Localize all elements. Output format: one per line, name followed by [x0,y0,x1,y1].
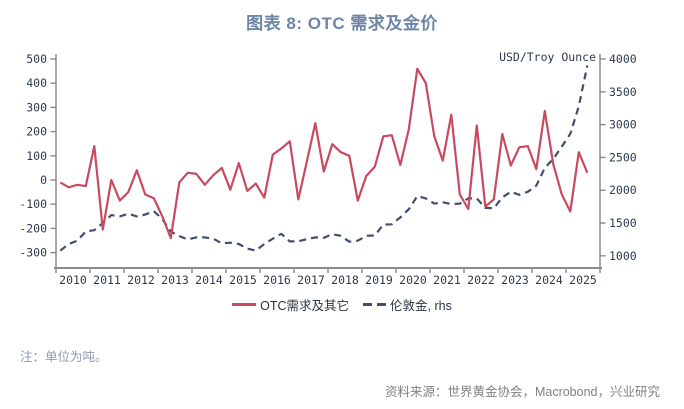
otc-demand-line [59,67,589,240]
x-axis-year-label: 2015 [229,273,257,287]
axes [50,54,606,273]
left-axis-tick-label: 100 [26,149,47,163]
left-axis-tick-label: -200 [19,221,47,235]
right-axis-unit-label: USD/Troy Ounce [499,50,596,64]
otc-line-series [59,67,589,240]
left-axis-tick-label: 400 [26,76,47,90]
legend-item-otc: OTC需求及其它 [232,295,349,314]
x-axis-year-label: 2020 [399,273,427,287]
right-axis-tick-label: 2500 [609,150,637,164]
x-axis-year-label: 2017 [297,273,325,287]
x-axis-year-label: 2013 [161,273,189,287]
left-axis-tick-label: -100 [19,197,47,211]
legend-label-gold: 伦敦金, rhs [390,299,452,313]
right-axis-tick-label: 4000 [609,52,637,66]
legend-label-otc: OTC需求及其它 [260,299,350,313]
left-axis-tick-label: 0 [40,173,47,187]
x-axis-year-label: 2025 [569,273,597,287]
x-axis-year-label: 2018 [331,273,359,287]
x-axis-year-label: 2010 [59,273,87,287]
x-axis-year-label: 2024 [535,273,563,287]
left-axis-tick-label: 500 [26,52,47,66]
gold-line-series [59,65,589,252]
right-axis-tick-label: 3500 [609,85,637,99]
axis-tick-labels: 5004003002001000-100-200-300400035003000… [19,52,636,287]
x-axis-year-label: 2019 [365,273,393,287]
page-title: 图表 8: OTC 需求及金价 [246,14,438,33]
right-axis-tick-label: 1000 [609,249,637,263]
right-axis-tick-label: 2000 [609,183,637,197]
x-axis-year-label: 2011 [93,273,121,287]
x-axis-year-label: 2022 [467,273,495,287]
red-solid-line-swatch [232,303,257,306]
chart-plot-area: 5004003002001000-100-200-300400035003000… [19,50,636,287]
x-axis-year-label: 2012 [127,273,155,287]
chart-legend: OTC需求及其它 伦敦金, rhs [0,295,684,314]
left-axis-tick-label: -300 [19,246,47,260]
x-axis-year-label: 2021 [433,273,461,287]
legend-item-gold: 伦敦金, rhs [363,295,452,314]
x-axis-year-label: 2016 [263,273,291,287]
right-axis-tick-label: 3000 [609,118,637,132]
gold-price-line [59,65,589,252]
x-axis-year-label: 2014 [195,273,223,287]
x-axis-year-label: 2023 [501,273,529,287]
footnote: 注：单位为吨。 [20,350,108,364]
left-axis-tick-label: 300 [26,100,47,114]
left-axis-tick-label: 200 [26,125,47,139]
source-credit: 资料来源：世界黄金协会，Macrobond，兴业研究 [384,385,660,399]
navy-dashed-line-swatch [363,303,387,306]
right-axis-tick-label: 1500 [609,216,637,230]
